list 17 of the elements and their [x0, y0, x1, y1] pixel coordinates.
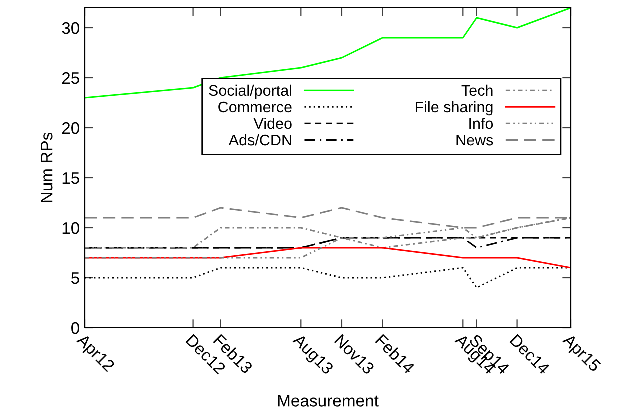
- legend-label: Commerce: [218, 102, 292, 113]
- legend-label: News: [456, 135, 494, 146]
- legend-label: Info: [470, 118, 494, 130]
- y-tick-label: 20: [62, 122, 80, 134]
- legend-label: File sharing: [416, 101, 493, 116]
- y-tick-label: 0: [72, 322, 80, 334]
- x-axis-title: Measurement: [278, 395, 379, 407]
- legend-label: Tech: [462, 84, 493, 96]
- y-tick-label: 30: [62, 22, 80, 34]
- legend-label: Ads/CDN: [228, 134, 292, 146]
- y-tick-label: 5: [72, 272, 80, 284]
- y-axis-title: Num RPs: [41, 132, 53, 202]
- y-tick-label: 15: [62, 172, 80, 184]
- y-tick-label: 25: [62, 72, 80, 84]
- legend-label: Social/portal: [209, 84, 292, 100]
- legend-label: Video: [254, 118, 292, 130]
- y-tick-label: 10: [62, 222, 80, 234]
